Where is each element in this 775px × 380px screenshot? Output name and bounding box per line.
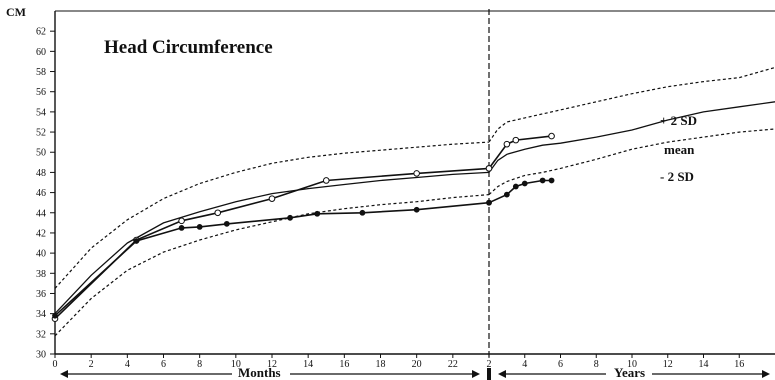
months-axis-title: Months: [238, 365, 281, 380]
x-tick-label-months: 14: [303, 359, 313, 370]
patient-a-point: [413, 170, 420, 177]
y-tick-label: 50: [36, 148, 46, 159]
patient-b-point: [521, 180, 528, 187]
x-tick-label-months: 22: [448, 359, 458, 370]
patient-a-point: [485, 165, 493, 172]
patient-b-line-months: [54, 201, 490, 317]
y-tick-label: 40: [36, 249, 46, 260]
patient-b-point: [223, 220, 230, 227]
patient-a-point: [503, 140, 511, 148]
patient-b-point: [503, 191, 510, 198]
x-tick-label-years: 10: [627, 359, 637, 370]
patient-b-point: [196, 223, 203, 230]
x-tick-label-months: 0: [53, 359, 58, 370]
patient-a-point: [178, 217, 185, 225]
y-tick-label: 30: [36, 350, 46, 361]
patient-a-line-months: [54, 167, 490, 320]
y-tick-label: 46: [36, 188, 46, 199]
x-tick-label-years: 12: [663, 359, 673, 370]
minus-2sd-line-years: [488, 128, 775, 196]
y-axis-label: CM: [6, 5, 26, 19]
x-tick-label-years: 2: [487, 359, 492, 370]
patient-b-point: [178, 224, 185, 231]
x-tick-label-years: 14: [699, 359, 709, 370]
patient-b-point: [539, 177, 546, 184]
patient-a-point: [268, 195, 276, 202]
y-tick-label: 38: [36, 269, 46, 280]
months-arrow-right-head: [472, 370, 480, 378]
years-axis-title: Years: [614, 365, 645, 380]
patient-b-point: [287, 214, 293, 221]
patient-a-point: [322, 177, 330, 184]
y-tick-label: 36: [36, 289, 46, 300]
mean-line-years: [488, 101, 775, 173]
years-arrow-left-head: [498, 370, 506, 378]
patient-a-line-years: [488, 135, 552, 169]
plus-2sd-line-months: [54, 141, 490, 289]
x-tick-label-years: 6: [558, 359, 563, 370]
mean-label: mean: [664, 142, 695, 157]
plus-2sd-label: + 2 SD: [660, 113, 697, 128]
x-tick-label-years: 4: [522, 359, 527, 370]
y-tick-label: 32: [36, 329, 46, 340]
patient-a-point: [214, 209, 222, 217]
minus-2sd-label: - 2 SD: [660, 169, 694, 184]
y-tick-label: 58: [36, 67, 46, 78]
patient-a-point: [548, 132, 555, 140]
x-tick-label-months: 4: [125, 359, 130, 370]
patient-b-point: [548, 177, 555, 184]
patient-a-point: [512, 136, 520, 144]
x-tick-label-months: 2: [89, 359, 94, 370]
patient-b-line-years: [488, 179, 552, 204]
age-divider-marker: [487, 368, 491, 380]
x-tick-label-months: 16: [339, 359, 349, 370]
y-tick-label: 34: [36, 309, 46, 320]
y-tick-label: 54: [36, 107, 46, 118]
x-tick-label-years: 16: [734, 359, 744, 370]
patient-b-point: [314, 210, 321, 217]
x-tick-label-months: 10: [231, 359, 241, 370]
y-tick-label: 60: [36, 47, 46, 58]
patient-b-point: [52, 312, 58, 319]
x-tick-label-months: 12: [267, 359, 277, 370]
months-arrow-left-head: [60, 370, 68, 378]
patient-b-point: [413, 206, 420, 213]
years-arrow-right-head: [762, 370, 770, 378]
chart-title: Head Circumference: [104, 37, 273, 58]
y-tick-label: 56: [36, 87, 46, 98]
x-tick-label-months: 6: [161, 359, 166, 370]
patient-b-point: [359, 209, 366, 216]
patient-b-point: [486, 199, 492, 206]
minus-2sd-line-months: [54, 194, 490, 337]
y-tick-label: 48: [36, 168, 46, 179]
x-tick-label-years: 8: [594, 359, 599, 370]
y-tick-label: 62: [36, 27, 46, 38]
y-tick-label: 42: [36, 228, 46, 239]
x-tick-label-months: 8: [197, 359, 202, 370]
plus-2sd-line-years: [488, 66, 775, 143]
mean-line-months: [54, 171, 490, 315]
patient-b-point: [512, 183, 519, 190]
x-tick-label-months: 20: [412, 359, 422, 370]
y-tick-label: 44: [36, 208, 46, 219]
y-tick-label: 52: [36, 128, 46, 139]
patient-b-point: [133, 238, 140, 244]
marker-layer: [51, 132, 555, 322]
series-layer: [54, 66, 775, 337]
x-tick-label-months: 18: [376, 359, 386, 370]
